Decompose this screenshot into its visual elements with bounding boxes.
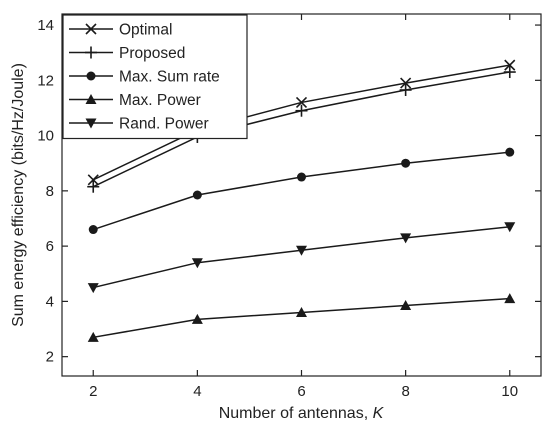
- data-point-marker: [400, 77, 412, 89]
- data-point-marker: [504, 59, 516, 71]
- data-point-marker: [296, 306, 307, 317]
- legend-marker: [85, 94, 97, 104]
- y-tick-label: 10: [37, 128, 54, 145]
- x-axis-label: Number of antennas, K: [219, 405, 385, 422]
- data-point-marker: [401, 158, 411, 168]
- y-tick-label: 6: [46, 238, 54, 255]
- data-point-marker: [191, 258, 203, 269]
- y-tick-label: 8: [46, 183, 54, 200]
- data-point-marker: [295, 96, 308, 108]
- y-tick-label: 14: [37, 17, 54, 34]
- data-point-marker: [296, 245, 307, 256]
- data-point-marker: [400, 233, 412, 244]
- legend-label: Max. Sum rate: [119, 69, 220, 86]
- data-point-marker: [297, 172, 306, 182]
- legend-label: Optimal: [119, 22, 172, 39]
- data-point-marker: [191, 313, 203, 324]
- data-point-marker: [87, 174, 99, 186]
- data-point-marker: [192, 190, 202, 200]
- x-tick-label: 2: [89, 383, 97, 400]
- x-tick-label: 6: [297, 383, 305, 400]
- data-point-marker: [504, 293, 516, 304]
- axis-ticks: 2 4 6 8 10 2 4 6 8 10 12 14: [37, 14, 541, 400]
- data-point-marker: [504, 222, 516, 233]
- legend-label: Proposed: [119, 45, 185, 62]
- data-point-marker: [400, 300, 412, 311]
- legend-marker: [85, 23, 97, 35]
- y-tick-label: 4: [46, 293, 54, 310]
- legend: Optimal Proposed Max. Sum rate Max. Power Ra…: [62, 14, 248, 140]
- x-tick-label: 8: [401, 383, 409, 400]
- x-tick-label: 10: [501, 383, 518, 400]
- y-axis-label: Sum energy efficiency (bits/Hz/Joule): [10, 63, 27, 327]
- data-point-marker: [87, 283, 99, 294]
- legend-marker: [85, 118, 97, 129]
- x-tick-label: 4: [193, 383, 201, 400]
- legend-marker: [86, 71, 96, 81]
- data-point-marker: [505, 147, 515, 157]
- series-line: [93, 226, 510, 289]
- data-point-marker: [87, 180, 100, 193]
- y-tick-label: 2: [46, 349, 54, 366]
- y-tick-label: 12: [37, 72, 54, 89]
- data-point-marker: [295, 104, 308, 117]
- data-point-marker: [87, 331, 99, 342]
- data-point-marker: [88, 225, 98, 235]
- data-point-marker: [503, 66, 516, 79]
- legend-marker: [85, 46, 97, 59]
- legend-label: Max. Power: [119, 92, 201, 109]
- legend-label: Rand. Power: [119, 116, 209, 133]
- series-line: [93, 151, 510, 231]
- data-point-marker: [399, 83, 412, 96]
- series-line: [93, 297, 510, 339]
